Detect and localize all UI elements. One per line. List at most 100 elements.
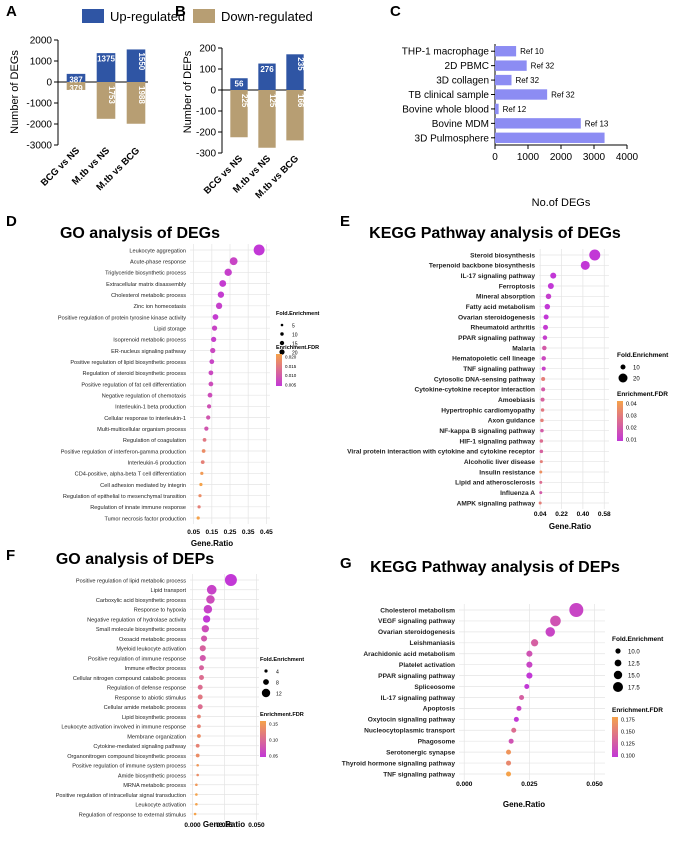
term-label: Interleukin-6 production — [128, 460, 186, 466]
data-point — [539, 470, 543, 474]
x-tick-label: 1000 — [517, 152, 540, 163]
x-tick-label: 0.15 — [205, 529, 218, 536]
data-point — [589, 249, 601, 261]
legend-swatch-down — [193, 9, 215, 23]
data-point — [541, 387, 546, 392]
data-point — [201, 625, 209, 633]
horizontal-bar — [495, 132, 605, 143]
panel-e-dot-plot: Steroid biosynthesis Terpenoid backbone b… — [347, 249, 669, 518]
data-point — [544, 303, 551, 310]
legend-color-label: 0.04 — [626, 402, 637, 408]
bar-down — [286, 90, 304, 141]
term-label: Organonitrogen compound biosynthetic pro… — [67, 754, 186, 760]
y-tick-label: 2000 — [30, 36, 53, 47]
panel-g-xlabel: Gene.Ratio — [503, 800, 545, 809]
horizontal-bar — [495, 103, 499, 115]
data-point — [550, 615, 561, 627]
legend-size-dot — [264, 669, 268, 673]
data-point — [530, 639, 539, 647]
x-tick-label: 0.000 — [456, 781, 473, 788]
data-point — [543, 324, 549, 330]
term-label: Cytokine-mediated signaling pathway — [93, 744, 186, 750]
bar-up — [286, 54, 304, 90]
data-point — [208, 370, 214, 376]
data-point — [539, 491, 543, 495]
term-label: NF-kappa B signaling pathway — [439, 428, 535, 435]
term-label: Leukocyte activation involved in immune … — [61, 725, 186, 731]
data-point — [543, 314, 549, 320]
term-label: Alcoholic liver disease — [464, 459, 535, 466]
data-point — [195, 793, 198, 796]
legend-size-dot — [280, 332, 284, 336]
term-label: Rheumatoid arthritis — [471, 325, 536, 332]
term-label: Carboxylic acid biosynthetic process — [96, 598, 186, 604]
data-point — [199, 645, 206, 652]
term-label: Positive regulation of protein tyrosine … — [58, 315, 186, 321]
term-label: Regulation of steroid biosynthetic proce… — [82, 371, 186, 377]
term-label: Leishmaniasis — [410, 640, 456, 647]
legend-color-label: 0.10 — [269, 738, 278, 743]
term-label: Cell adhesion mediated by integrin — [100, 483, 186, 489]
term-label: Platelet activation — [399, 662, 455, 669]
term-label: Insulin resistance — [479, 469, 535, 476]
legend-size-label: 10.0 — [628, 650, 640, 656]
data-point — [538, 501, 542, 505]
legend-size-label: 15.0 — [628, 674, 640, 680]
data-point — [200, 471, 204, 475]
legend-size-label: 20 — [633, 377, 640, 383]
panel-f-xlabel: Gene.Ratio — [203, 820, 245, 829]
term-label: IL-17 signaling pathway — [461, 273, 536, 280]
bar-up-label: 1375 — [97, 55, 115, 64]
bar-ref-label: Ref 32 — [551, 91, 575, 100]
term-label: Positive regulation of intracellular sig… — [56, 793, 186, 799]
term-label: Cellular nitrogen compound catabolic pro… — [73, 676, 186, 682]
x-tick-label: 0.58 — [598, 511, 611, 518]
bar-down-label: 1753 — [107, 86, 116, 104]
term-label: Regulation of epithelial to mesenchymal … — [63, 494, 186, 500]
data-point — [541, 377, 546, 381]
term-label: Cholesterol metabolic process — [111, 293, 186, 299]
x-tick-label: 0.025 — [521, 781, 538, 788]
data-point — [197, 684, 203, 690]
term-label: Membrane organization — [127, 734, 186, 740]
data-point — [206, 404, 212, 409]
legend-color-bar — [612, 717, 618, 757]
y-tick-label: 1000 — [30, 57, 53, 68]
term-label: Serotonergic synapse — [386, 749, 455, 756]
data-point — [198, 494, 202, 498]
legend-color-title: Enrichment.FDR — [612, 707, 663, 714]
data-point — [539, 460, 543, 464]
term-label: ER-nucleus signaling pathway — [111, 349, 186, 355]
legend-size-dot — [261, 688, 271, 698]
data-point — [545, 293, 552, 300]
data-point — [526, 661, 533, 668]
legend-size-label: 10 — [292, 333, 298, 339]
term-label: MRNA metabolic process — [123, 783, 186, 789]
term-label: Ferroptosis — [499, 283, 536, 290]
x-tick-label: 0 — [492, 152, 498, 163]
data-point — [540, 408, 545, 412]
term-label: Cytokine-cytokine receptor interaction — [414, 387, 535, 394]
bar-down-label: 166 — [296, 94, 305, 108]
term-label: Isoprenoid metabolic process — [113, 338, 186, 344]
bar-ref-label: Ref 32 — [516, 76, 540, 85]
data-point — [540, 418, 544, 423]
legend-size-dot — [613, 682, 623, 692]
data-point — [217, 291, 225, 298]
horizontal-bar — [495, 74, 512, 86]
y-tick-label: -1000 — [26, 99, 52, 110]
legend-color-title: Enrichment.FDR — [276, 345, 319, 351]
legend-color-label: 0.020 — [285, 355, 297, 360]
term-label: Acute-phase response — [130, 259, 186, 265]
x-tick-label: 0.35 — [242, 529, 255, 536]
data-point — [541, 356, 546, 361]
data-point — [195, 802, 198, 806]
panel-f-dot-plot: Positive regulation of lipid metabolic p… — [56, 574, 304, 829]
legend-color-bar — [617, 401, 623, 441]
data-point — [506, 771, 512, 777]
data-point — [542, 335, 548, 340]
legend-size-label: 15 — [292, 342, 298, 348]
term-label: Phagosome — [418, 739, 456, 746]
data-point — [210, 336, 217, 342]
